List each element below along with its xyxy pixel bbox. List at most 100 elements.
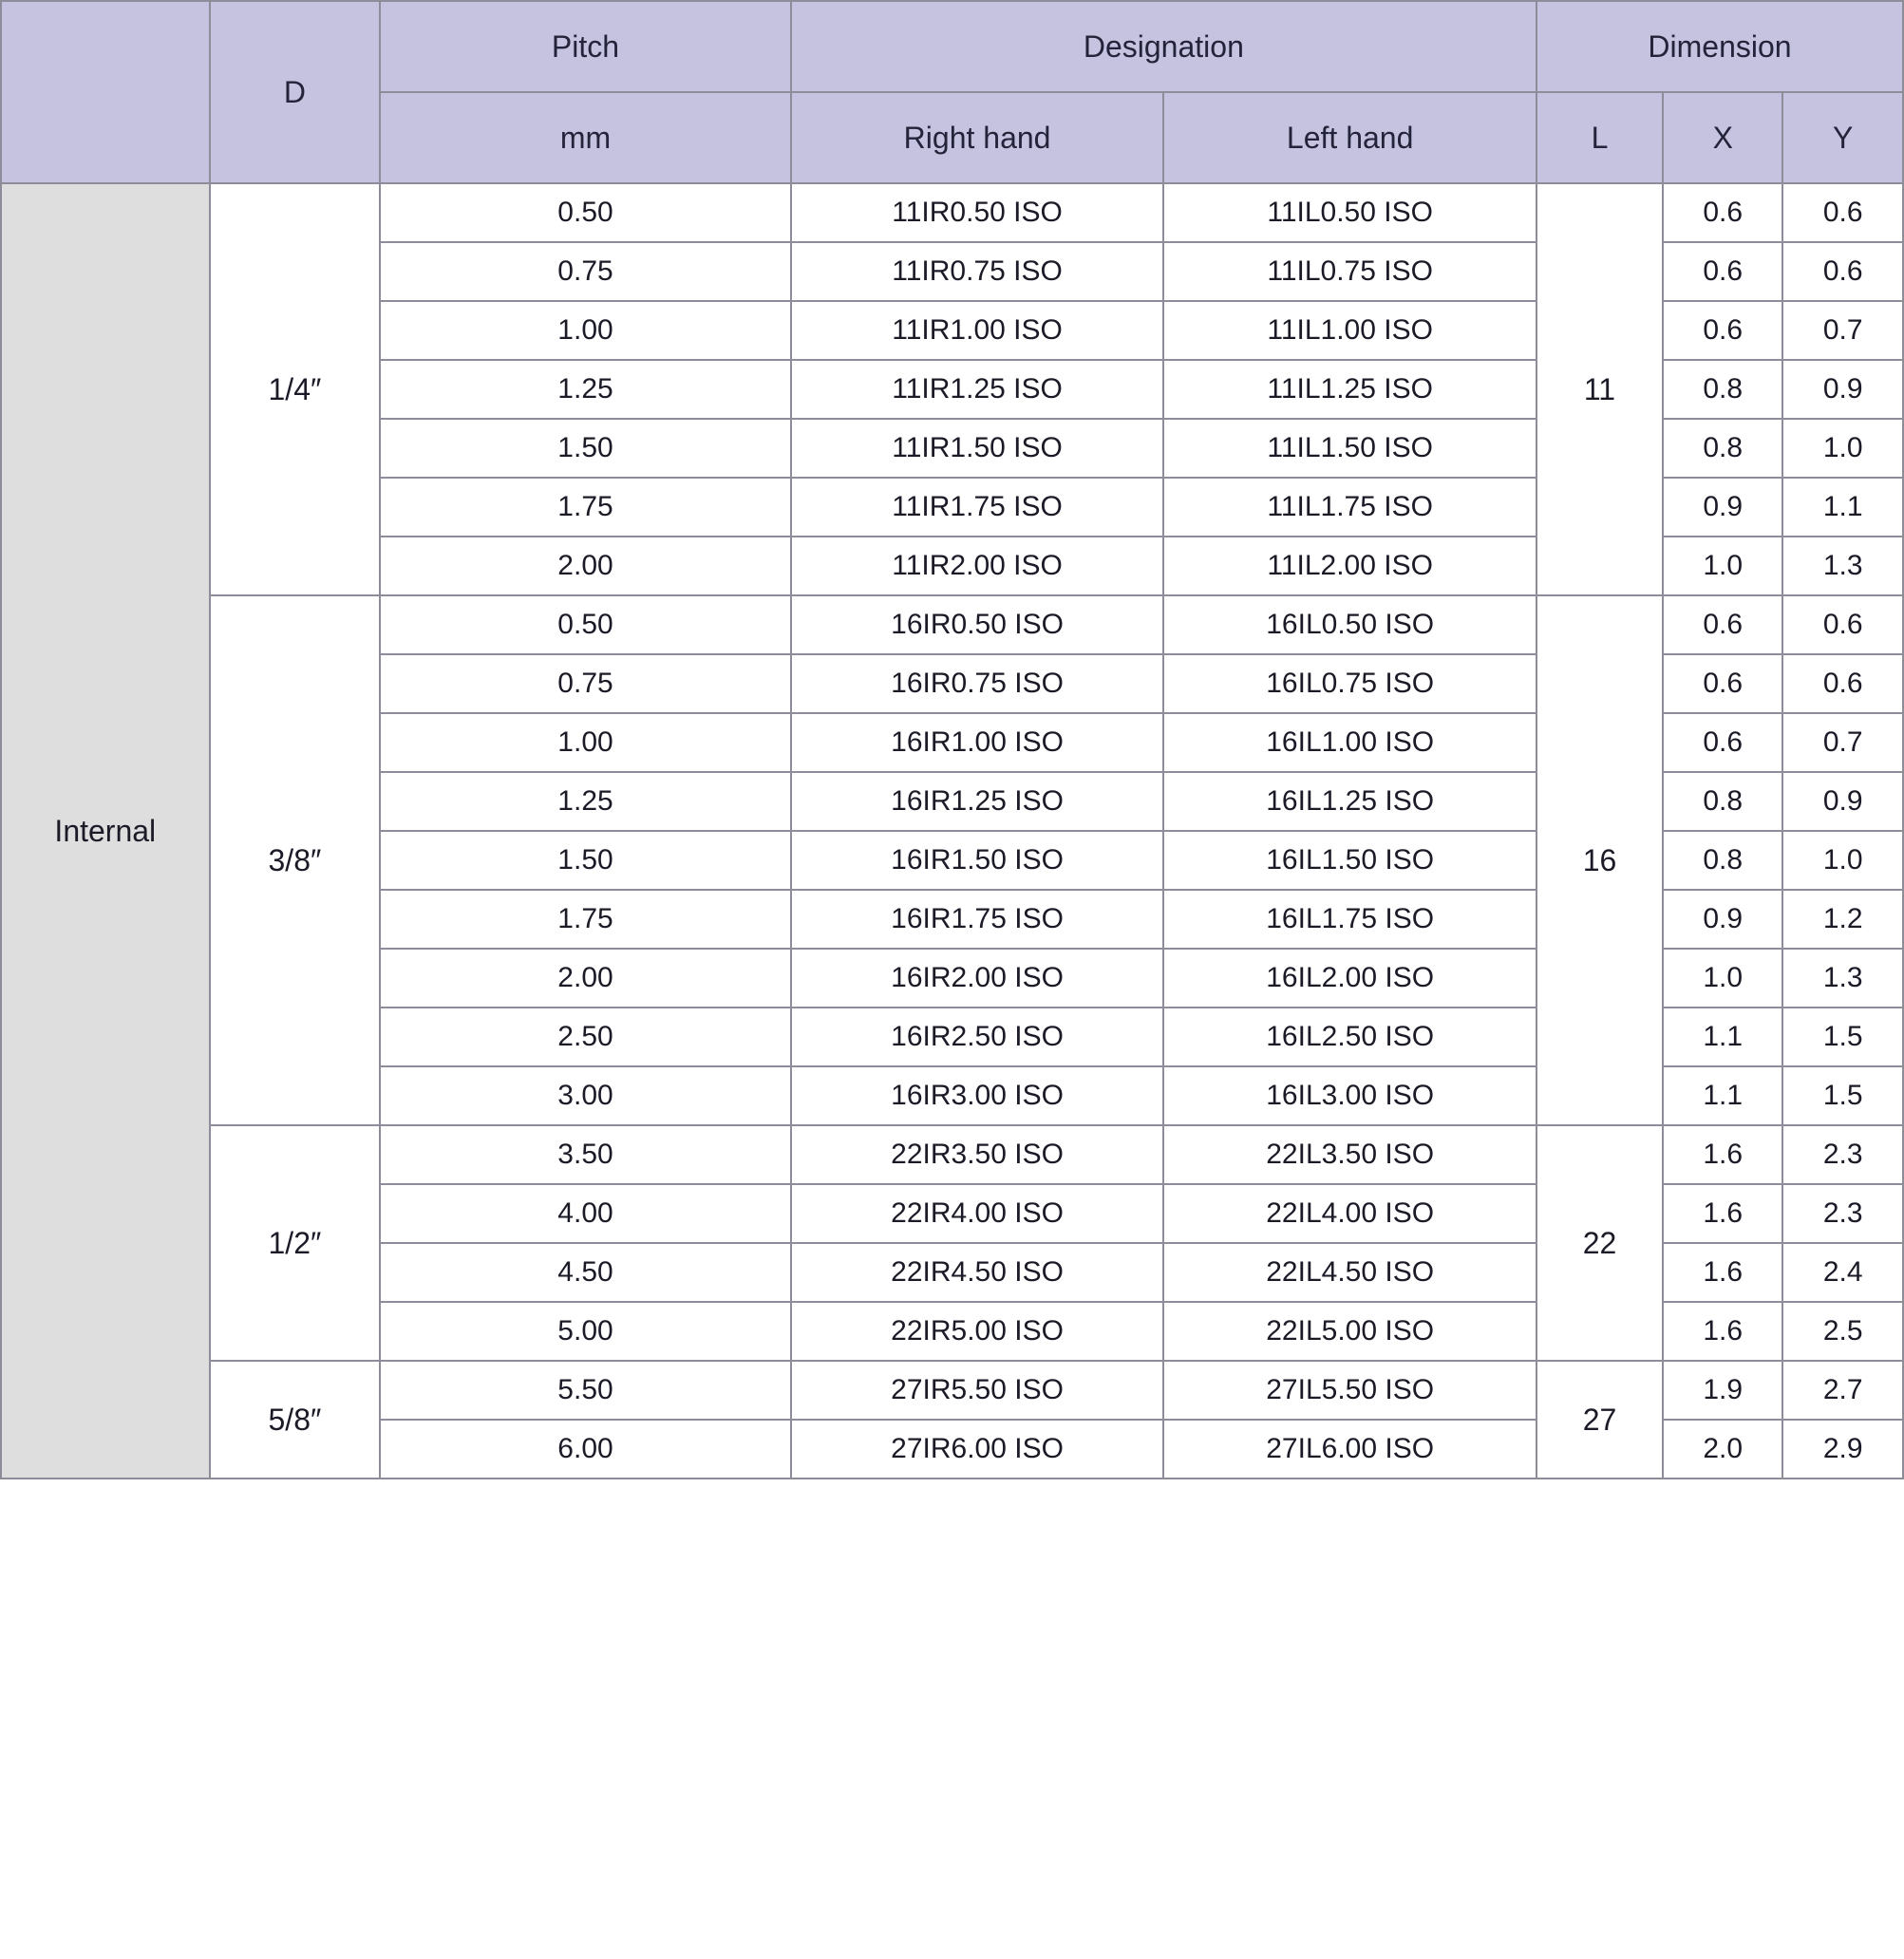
table-row: 2.00 11IR2.00 ISO 11IL2.00 ISO 1.0 1.3 [1, 536, 1904, 596]
right-hand-designation-cell: 11IR0.50 ISO [789, 182, 1165, 243]
y-cell: 2.7 [1781, 1360, 1904, 1421]
header-pitch-unit: mm [379, 91, 792, 184]
right-hand-designation-cell: 22IR5.00 ISO [789, 1301, 1165, 1362]
right-hand-designation-cell: 11IR2.00 ISO [789, 536, 1165, 596]
header-l: L [1535, 91, 1665, 184]
left-hand-designation-cell: 16IL0.75 ISO [1162, 653, 1537, 714]
pitch-cell: 0.50 [379, 594, 792, 655]
x-cell: 0.6 [1662, 594, 1784, 655]
x-cell: 1.6 [1662, 1242, 1784, 1303]
y-cell: 1.1 [1781, 477, 1904, 537]
y-cell: 0.6 [1781, 241, 1904, 302]
right-hand-designation-cell: 16IR1.00 ISO [789, 712, 1165, 773]
left-hand-designation-cell: 16IL0.50 ISO [1162, 594, 1537, 655]
pitch-cell: 0.75 [379, 241, 792, 302]
y-cell: 1.3 [1781, 536, 1904, 596]
right-hand-designation-cell: 16IR1.50 ISO [789, 830, 1165, 891]
table-header: D Pitch Designation Dimension mm Right h… [0, 0, 1904, 184]
header-dimension: Dimension [1535, 0, 1904, 93]
left-hand-designation-cell: 16IL3.00 ISO [1162, 1065, 1537, 1126]
y-cell: 1.5 [1781, 1007, 1904, 1067]
y-cell: 1.3 [1781, 948, 1904, 1008]
x-cell: 0.6 [1662, 712, 1784, 773]
x-cell: 0.8 [1662, 418, 1784, 479]
header-type-col [0, 0, 211, 184]
right-hand-designation-cell: 16IR0.50 ISO [789, 594, 1165, 655]
left-hand-designation-cell: 22IL3.50 ISO [1162, 1124, 1537, 1185]
table-body: Internal 1/4″ 0.50 11IR0.50 ISO 11IL0.50 ISO… [0, 182, 1904, 1479]
pitch-cell: 0.50 [379, 182, 792, 243]
x-cell: 0.8 [1662, 359, 1784, 420]
x-cell: 0.6 [1662, 182, 1784, 243]
right-hand-designation-cell: 11IR1.25 ISO [789, 359, 1165, 420]
y-cell: 1.0 [1781, 418, 1904, 479]
x-cell: 1.9 [1662, 1360, 1784, 1421]
y-cell: 2.3 [1781, 1183, 1904, 1244]
right-hand-designation-cell: 11IR1.50 ISO [789, 418, 1165, 479]
table-row: 1.25 11IR1.25 ISO 11IL1.25 ISO 0.8 0.9 [1, 359, 1904, 420]
pitch-cell: 4.50 [379, 1242, 792, 1303]
d-cell: 3/8″ [208, 594, 382, 1126]
table-row: 6.00 27IR6.00 ISO 27IL6.00 ISO 2.0 2.9 [1, 1419, 1904, 1479]
left-hand-designation-cell: 16IL1.50 ISO [1162, 830, 1537, 891]
y-cell: 0.7 [1781, 712, 1904, 773]
table-row: 0.75 16IR0.75 ISO 16IL0.75 ISO 0.6 0.6 [1, 653, 1904, 714]
left-hand-designation-cell: 16IL2.50 ISO [1162, 1007, 1537, 1067]
pitch-cell: 1.00 [379, 300, 792, 361]
pitch-cell: 6.00 [379, 1419, 792, 1479]
d-cell: 1/4″ [208, 182, 382, 596]
header-right-hand: Right hand [789, 91, 1165, 184]
left-hand-designation-cell: 16IL2.00 ISO [1162, 948, 1537, 1008]
right-hand-designation-cell: 16IR1.75 ISO [789, 889, 1165, 950]
table-row: 1.00 16IR1.00 ISO 16IL1.00 ISO 0.6 0.7 [1, 712, 1904, 773]
x-cell: 1.1 [1662, 1065, 1784, 1126]
l-cell: 11 [1535, 182, 1665, 596]
pitch-cell: 1.75 [379, 889, 792, 950]
y-cell: 2.9 [1781, 1419, 1904, 1479]
right-hand-designation-cell: 11IR0.75 ISO [789, 241, 1165, 302]
left-hand-designation-cell: 16IL1.75 ISO [1162, 889, 1537, 950]
right-hand-designation-cell: 27IR6.00 ISO [789, 1419, 1165, 1479]
table-row: 2.00 16IR2.00 ISO 16IL2.00 ISO 1.0 1.3 [1, 948, 1904, 1008]
header-row-top: D Pitch Designation Dimension [0, 0, 1904, 184]
x-cell: 1.6 [1662, 1301, 1784, 1362]
y-cell: 1.0 [1781, 830, 1904, 891]
right-hand-designation-cell: 16IR0.75 ISO [789, 653, 1165, 714]
table-row: 3.00 16IR3.00 ISO 16IL3.00 ISO 1.1 1.5 [1, 1065, 1904, 1126]
right-hand-designation-cell: 16IR1.25 ISO [789, 771, 1165, 832]
table-row: 5.00 22IR5.00 ISO 22IL5.00 ISO 1.6 2.5 [1, 1301, 1904, 1362]
type-cell-internal: Internal [0, 182, 211, 1479]
pitch-cell: 0.75 [379, 653, 792, 714]
y-cell: 2.5 [1781, 1301, 1904, 1362]
y-cell: 1.5 [1781, 1065, 1904, 1126]
pitch-cell: 3.50 [379, 1124, 792, 1185]
pitch-cell: 1.50 [379, 830, 792, 891]
right-hand-designation-cell: 22IR4.00 ISO [789, 1183, 1165, 1244]
left-hand-designation-cell: 11IL2.00 ISO [1162, 536, 1537, 596]
right-hand-designation-cell: 11IR1.00 ISO [789, 300, 1165, 361]
left-hand-designation-cell: 11IL1.25 ISO [1162, 359, 1537, 420]
y-cell: 0.7 [1781, 300, 1904, 361]
table-row: 1.50 16IR1.50 ISO 16IL1.50 ISO 0.8 1.0 [1, 830, 1904, 891]
right-hand-designation-cell: 11IR1.75 ISO [789, 477, 1165, 537]
header-designation: Designation [789, 0, 1537, 93]
x-cell: 0.8 [1662, 771, 1784, 832]
pitch-cell: 1.50 [379, 418, 792, 479]
left-hand-designation-cell: 11IL0.50 ISO [1162, 182, 1537, 243]
pitch-cell: 1.00 [379, 712, 792, 773]
pitch-cell: 5.50 [379, 1360, 792, 1421]
header-y: Y [1781, 91, 1904, 184]
l-cell: 27 [1535, 1360, 1665, 1479]
right-hand-designation-cell: 27IR5.50 ISO [789, 1360, 1165, 1421]
table-row: 1.00 11IR1.00 ISO 11IL1.00 ISO 0.6 0.7 [1, 300, 1904, 361]
l-cell: 16 [1535, 594, 1665, 1126]
right-hand-designation-cell: 22IR3.50 ISO [789, 1124, 1165, 1185]
x-cell: 0.6 [1662, 300, 1784, 361]
y-cell: 2.4 [1781, 1242, 1904, 1303]
left-hand-designation-cell: 27IL6.00 ISO [1162, 1419, 1537, 1479]
left-hand-designation-cell: 16IL1.25 ISO [1162, 771, 1537, 832]
pitch-cell: 4.00 [379, 1183, 792, 1244]
table-row: 1.25 16IR1.25 ISO 16IL1.25 ISO 0.8 0.9 [1, 771, 1904, 832]
x-cell: 1.0 [1662, 948, 1784, 1008]
